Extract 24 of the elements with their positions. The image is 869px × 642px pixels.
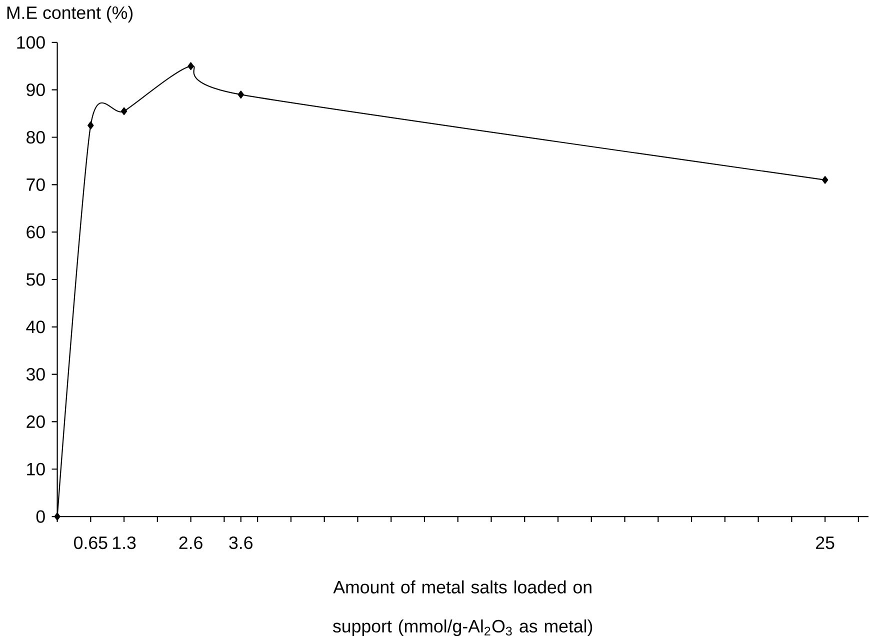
y-tick-label: 40 — [26, 320, 45, 334]
y-tick-label: 50 — [26, 273, 45, 286]
y-tick-label: 80 — [26, 130, 45, 144]
x-tick-label: 25 — [816, 536, 834, 550]
x-tick-label: 0.65 — [74, 536, 108, 550]
y-tick-label: 60 — [26, 226, 45, 238]
x-tick-label: 3.6 — [229, 536, 252, 550]
y-tick-label: 30 — [26, 368, 45, 381]
y-tick-label: 70 — [26, 178, 45, 191]
y-axis-title: M.E content (%) — [7, 6, 133, 23]
y-tick-label: 20 — [26, 415, 45, 428]
y-tick-label: 100 — [17, 36, 45, 49]
y-tick-label: 10 — [27, 462, 45, 476]
point — [238, 90, 244, 99]
text: Amount of metal salts loaded on support (mmol/g-Al$_{2}$O$_{3}$ as metal) — [333, 580, 592, 636]
point — [54, 512, 60, 520]
x-tick-label: 1.3 — [113, 536, 136, 550]
point — [120, 107, 128, 116]
y-tick-label: 90 — [26, 84, 45, 96]
point — [822, 176, 828, 184]
x-tick-label: 2.6 — [179, 536, 202, 550]
y-tick-label: 0 — [36, 510, 45, 523]
point — [88, 121, 94, 130]
point — [188, 62, 194, 70]
